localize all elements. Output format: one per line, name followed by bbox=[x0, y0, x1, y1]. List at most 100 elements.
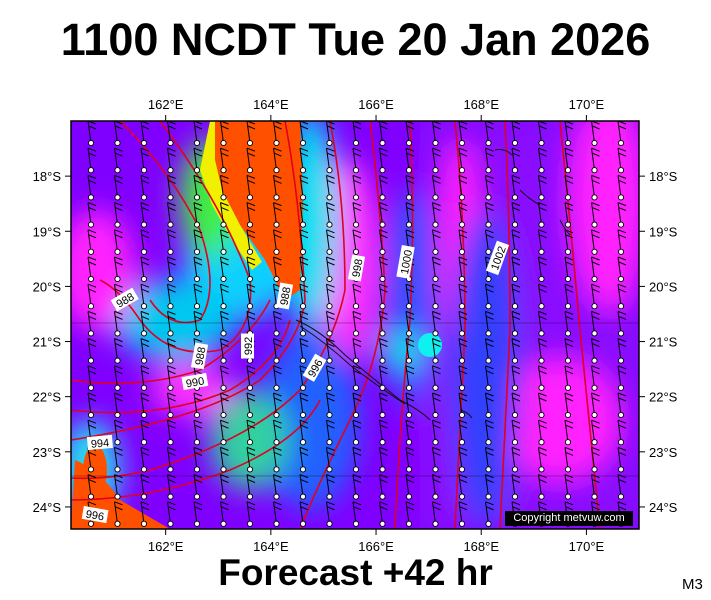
wind-barb bbox=[458, 147, 468, 174]
wind-barb bbox=[167, 365, 176, 391]
wind-barb bbox=[352, 202, 362, 228]
wind-barb bbox=[511, 446, 521, 473]
isobar-value: 996 bbox=[85, 508, 105, 523]
lon-tick-label-bottom: 168°E bbox=[463, 539, 499, 554]
wind-barb bbox=[299, 338, 309, 364]
wind-barb bbox=[432, 174, 441, 201]
wind-barb bbox=[485, 229, 494, 255]
wind-barb bbox=[299, 121, 309, 147]
wind-barb bbox=[458, 365, 468, 391]
wind-barb bbox=[432, 202, 441, 228]
wind-barb bbox=[193, 419, 203, 446]
wind-barb bbox=[114, 174, 123, 201]
wind-barb bbox=[405, 283, 415, 310]
map-frame bbox=[70, 120, 640, 530]
wind-barb bbox=[405, 310, 415, 337]
wind-barb bbox=[405, 501, 415, 527]
wind-barb bbox=[511, 310, 521, 337]
wind-barb bbox=[617, 474, 627, 500]
wind-barb bbox=[432, 338, 441, 364]
wind-barb bbox=[591, 283, 600, 310]
wind-barb bbox=[220, 501, 229, 527]
isobar-label: 990 bbox=[181, 372, 209, 390]
wind-barb bbox=[273, 474, 282, 500]
wind-barb bbox=[220, 256, 229, 283]
wind-barb bbox=[591, 365, 600, 391]
wind-barb bbox=[87, 121, 97, 147]
wind-barb bbox=[326, 283, 335, 310]
lat-tick-label-right: 23°S bbox=[649, 445, 678, 460]
wind-barb bbox=[246, 365, 256, 391]
wind-barb bbox=[591, 310, 600, 337]
wind-barb bbox=[352, 392, 362, 419]
wind-barb bbox=[140, 256, 150, 283]
wind-barb bbox=[564, 256, 574, 283]
wind-barb bbox=[220, 365, 229, 391]
wind-barb bbox=[564, 229, 574, 255]
wind-barb bbox=[591, 338, 600, 364]
wind-barb bbox=[114, 229, 123, 255]
wind-barb bbox=[591, 174, 600, 201]
wind-barb bbox=[87, 474, 97, 500]
lat-tick-label-left: 23°S bbox=[33, 445, 62, 460]
wind-barb bbox=[511, 229, 521, 255]
wind-barb bbox=[193, 174, 203, 201]
wind-barb bbox=[273, 147, 282, 174]
wind-barb bbox=[114, 392, 123, 419]
wind-barb bbox=[326, 202, 335, 228]
wind-barb bbox=[326, 147, 335, 174]
wind-barb bbox=[564, 121, 574, 147]
wind-barb bbox=[405, 365, 415, 391]
wind-barb bbox=[538, 174, 547, 201]
wind-barb bbox=[140, 174, 150, 201]
wind-barb bbox=[405, 419, 415, 446]
wind-barb bbox=[273, 365, 282, 391]
wind-barb bbox=[538, 147, 547, 174]
wind-barb bbox=[193, 256, 203, 283]
wind-barb bbox=[591, 419, 600, 446]
wind-barb bbox=[326, 338, 335, 364]
wind-barb bbox=[379, 501, 388, 527]
wind-barb bbox=[485, 202, 494, 228]
wind-barb bbox=[617, 419, 627, 446]
wind-barb bbox=[167, 474, 176, 500]
wind-barb bbox=[220, 446, 229, 473]
wind-barb bbox=[379, 338, 388, 364]
jet-max-region bbox=[215, 121, 303, 300]
wind-barb bbox=[326, 256, 335, 283]
wind-barb bbox=[405, 174, 415, 201]
wind-barb bbox=[511, 474, 521, 500]
wind-barb bbox=[167, 256, 176, 283]
wind-barb bbox=[352, 310, 362, 337]
wind-barb bbox=[273, 419, 282, 446]
wind-barb bbox=[114, 474, 123, 500]
wind-barb bbox=[114, 256, 123, 283]
wind-barb bbox=[511, 256, 521, 283]
wind-barb bbox=[352, 283, 362, 310]
wind-barb bbox=[326, 446, 335, 473]
wind-barb bbox=[114, 446, 123, 473]
wind-barb bbox=[246, 283, 256, 310]
wind-barb bbox=[564, 283, 574, 310]
model-code: M3 bbox=[682, 576, 703, 593]
wind-barb bbox=[458, 419, 468, 446]
wind-barb bbox=[246, 229, 256, 255]
wind-barb bbox=[140, 501, 150, 527]
wind-barb bbox=[458, 446, 468, 473]
wind-barb bbox=[591, 256, 600, 283]
wind-barb bbox=[193, 446, 203, 473]
isobar-value: 1000 bbox=[399, 249, 415, 275]
wind-barb bbox=[193, 283, 203, 310]
lat-tick-label-left: 19°S bbox=[33, 224, 62, 239]
wind-barb bbox=[485, 310, 494, 337]
wind-barb bbox=[326, 174, 335, 201]
isobar-label: 988 bbox=[190, 342, 208, 370]
wind-barb bbox=[564, 446, 574, 473]
wind-barb bbox=[591, 147, 600, 174]
wind-barb bbox=[326, 474, 335, 500]
lat-tick-label-right: 21°S bbox=[649, 335, 678, 350]
wind-barb bbox=[379, 474, 388, 500]
wind-barb bbox=[220, 392, 229, 419]
wind-barb bbox=[114, 310, 123, 337]
lon-tick-label-bottom: 166°E bbox=[358, 539, 394, 554]
